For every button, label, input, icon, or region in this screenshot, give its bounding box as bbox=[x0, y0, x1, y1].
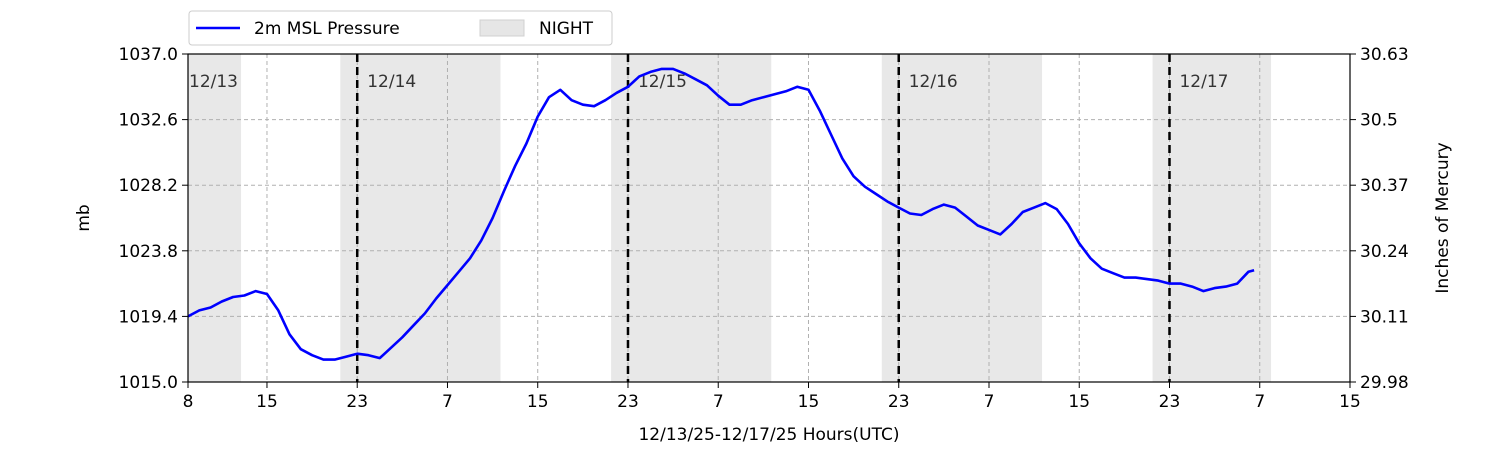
y-axis-label-right: Inches of Mercury bbox=[1433, 142, 1453, 293]
x-tick-label-2: 23 bbox=[346, 392, 368, 412]
day-boundaries: 12/13 12/14 12/15 12/16 12/17 bbox=[189, 54, 1228, 382]
x-axis-ticks: 8 15 23 7 15 23 7 15 23 7 15 23 7 15 bbox=[183, 382, 1361, 412]
y-tick-label-4: 1032.6 bbox=[119, 111, 178, 131]
y-right-tick-label-5: 30.63 bbox=[1360, 45, 1409, 65]
x-tick-label-13: 15 bbox=[1339, 392, 1361, 412]
legend-label-night: NIGHT bbox=[539, 19, 594, 39]
night-band-4 bbox=[1152, 54, 1272, 382]
x-tick-label-0: 8 bbox=[183, 392, 194, 412]
y-right-tick-label-2: 30.24 bbox=[1360, 242, 1409, 262]
night-shading bbox=[188, 54, 1272, 382]
x-tick-label-7: 15 bbox=[798, 392, 820, 412]
night-band-1 bbox=[340, 54, 501, 382]
plot-frame bbox=[187, 53, 1351, 383]
x-axis-label: 12/13/25-12/17/25 Hours(UTC) bbox=[638, 425, 899, 445]
y-tick-label-0: 1015.0 bbox=[119, 373, 178, 393]
y-axis-ticks-left: 1015.0 1019.4 1023.8 1028.2 1032.6 1037.0 bbox=[119, 45, 188, 393]
day-label-0: 12/13 bbox=[189, 72, 238, 92]
x-tick-label-1: 15 bbox=[256, 392, 278, 412]
x-tick-label-3: 7 bbox=[442, 392, 453, 412]
legend-label-pressure: 2m MSL Pressure bbox=[254, 19, 400, 39]
x-tick-label-4: 15 bbox=[527, 392, 549, 412]
y-right-tick-label-3: 30.37 bbox=[1360, 176, 1409, 196]
day-label-4: 12/17 bbox=[1179, 72, 1228, 92]
night-band-0 bbox=[188, 54, 242, 382]
y-tick-label-1: 1019.4 bbox=[119, 307, 178, 327]
day-label-3: 12/16 bbox=[909, 72, 958, 92]
y-right-tick-label-0: 29.98 bbox=[1360, 373, 1409, 393]
x-tick-label-9: 7 bbox=[984, 392, 995, 412]
x-tick-label-6: 7 bbox=[713, 392, 724, 412]
x-tick-label-11: 23 bbox=[1159, 392, 1181, 412]
night-band-2 bbox=[611, 54, 772, 382]
legend-night-swatch bbox=[479, 19, 525, 37]
y-right-tick-label-1: 30.11 bbox=[1360, 307, 1409, 327]
y-axis-ticks-right: 29.98 30.11 30.24 30.37 30.5 30.63 bbox=[1350, 45, 1409, 393]
x-tick-label-8: 23 bbox=[888, 392, 910, 412]
y-tick-label-5: 1037.0 bbox=[119, 45, 178, 65]
day-label-2: 12/15 bbox=[638, 72, 687, 92]
y-tick-label-3: 1028.2 bbox=[119, 176, 178, 196]
x-tick-label-5: 23 bbox=[617, 392, 639, 412]
x-tick-label-12: 7 bbox=[1254, 392, 1265, 412]
y-right-tick-label-4: 30.5 bbox=[1360, 111, 1398, 131]
y-axis-label-left: mb bbox=[74, 204, 94, 231]
night-band-3 bbox=[881, 54, 1043, 382]
pressure-series bbox=[187, 67, 1255, 361]
y-tick-label-2: 1023.8 bbox=[119, 242, 178, 262]
pressure-line-0 bbox=[187, 67, 1255, 361]
x-tick-label-10: 15 bbox=[1068, 392, 1090, 412]
legend: 2m MSL Pressure NIGHT bbox=[188, 10, 613, 46]
day-label-1: 12/14 bbox=[367, 72, 416, 92]
